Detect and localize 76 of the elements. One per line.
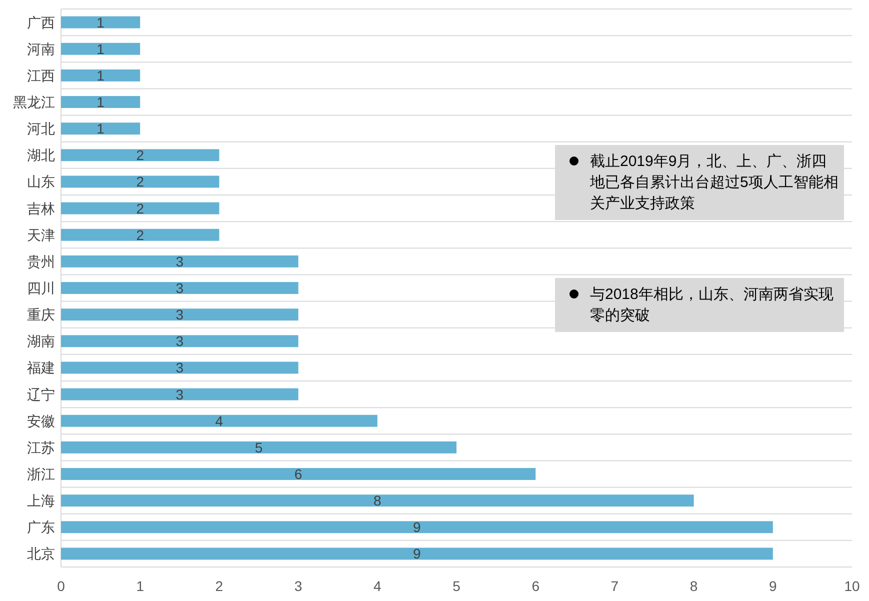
y-tick-label: 江苏 [27, 439, 55, 456]
data-label: 3 [176, 253, 184, 270]
y-tick-label: 湖南 [27, 333, 55, 350]
y-tick-label: 天津 [27, 226, 55, 243]
data-label: 2 [136, 147, 144, 164]
x-tick-label: 6 [532, 578, 540, 594]
data-label: 1 [96, 120, 105, 137]
y-tick-label: 广西 [27, 14, 55, 30]
bar [61, 521, 773, 534]
data-label: 5 [254, 439, 263, 456]
data-label: 3 [176, 333, 184, 350]
data-label: 2 [136, 174, 144, 190]
y-tick-label: 上海 [27, 492, 55, 509]
bar [61, 468, 536, 480]
x-tick-label: 3 [294, 578, 302, 594]
bar [61, 388, 298, 400]
data-label: 1 [96, 67, 105, 84]
x-tick-label: 5 [452, 578, 461, 594]
y-tick-label: 广东 [27, 519, 55, 536]
y-tick-label: 黑龙江 [13, 94, 55, 110]
data-label: 9 [413, 519, 422, 536]
y-tick-label: 湖北 [27, 147, 55, 164]
data-label: 8 [374, 492, 382, 509]
x-tick-label: 1 [136, 578, 144, 594]
data-label: 9 [413, 546, 422, 562]
data-label: 2 [136, 200, 144, 216]
y-tick-label: 福建 [27, 360, 55, 376]
bar [61, 414, 378, 427]
bar [61, 335, 298, 348]
y-tick-label: 重庆 [27, 306, 55, 323]
bar [61, 441, 456, 454]
data-label: 1 [96, 94, 105, 110]
data-label: 1 [96, 40, 105, 57]
data-label: 4 [215, 412, 224, 429]
data-label: 3 [176, 360, 184, 376]
bar [61, 282, 298, 294]
x-tick-label: 2 [215, 578, 224, 594]
data-label: 3 [176, 280, 184, 296]
bar [61, 362, 298, 374]
bar [61, 494, 694, 507]
y-tick-label: 北京 [27, 546, 55, 562]
bar [61, 16, 140, 28]
y-tick-label: 吉林 [27, 200, 55, 216]
bar [61, 69, 140, 82]
y-tick-label: 河北 [27, 120, 55, 137]
y-tick-label: 江西 [27, 67, 55, 84]
x-tick-label: 10 [844, 578, 860, 594]
y-tick-label: 河南 [27, 40, 55, 57]
bar [61, 122, 140, 135]
x-tick-label: 7 [610, 578, 619, 594]
bar [61, 42, 140, 55]
data-label: 2 [136, 226, 144, 243]
data-label: 1 [96, 14, 105, 30]
x-tick-label: 8 [690, 578, 698, 594]
bar [61, 548, 773, 560]
y-tick-label: 浙江 [27, 466, 55, 482]
bar [61, 176, 220, 188]
bar [61, 308, 298, 321]
y-tick-label: 安徽 [27, 412, 55, 429]
annotation: 截止2019年9月，北、上、广、浙四地已各自累计出台超过5项人工智能相关产业支持政策 [589, 153, 838, 212]
bar [61, 255, 298, 268]
bar [61, 202, 220, 214]
y-tick-label: 贵州 [27, 253, 55, 270]
x-tick-label: 4 [374, 578, 382, 594]
y-tick-label: 山东 [27, 174, 55, 190]
data-label: 3 [176, 306, 184, 323]
data-label: 6 [294, 466, 302, 482]
x-tick-label: 0 [57, 578, 66, 594]
x-tick-label: 9 [769, 578, 777, 594]
data-label: 3 [176, 386, 184, 402]
annotation: 与2018年相比，山东、河南两省实现零的突破 [590, 286, 834, 324]
bar [61, 96, 140, 108]
bar [61, 149, 220, 162]
y-tick-label: 辽宁 [27, 386, 55, 402]
bar [61, 228, 220, 241]
y-tick-label: 四川 [27, 280, 55, 296]
